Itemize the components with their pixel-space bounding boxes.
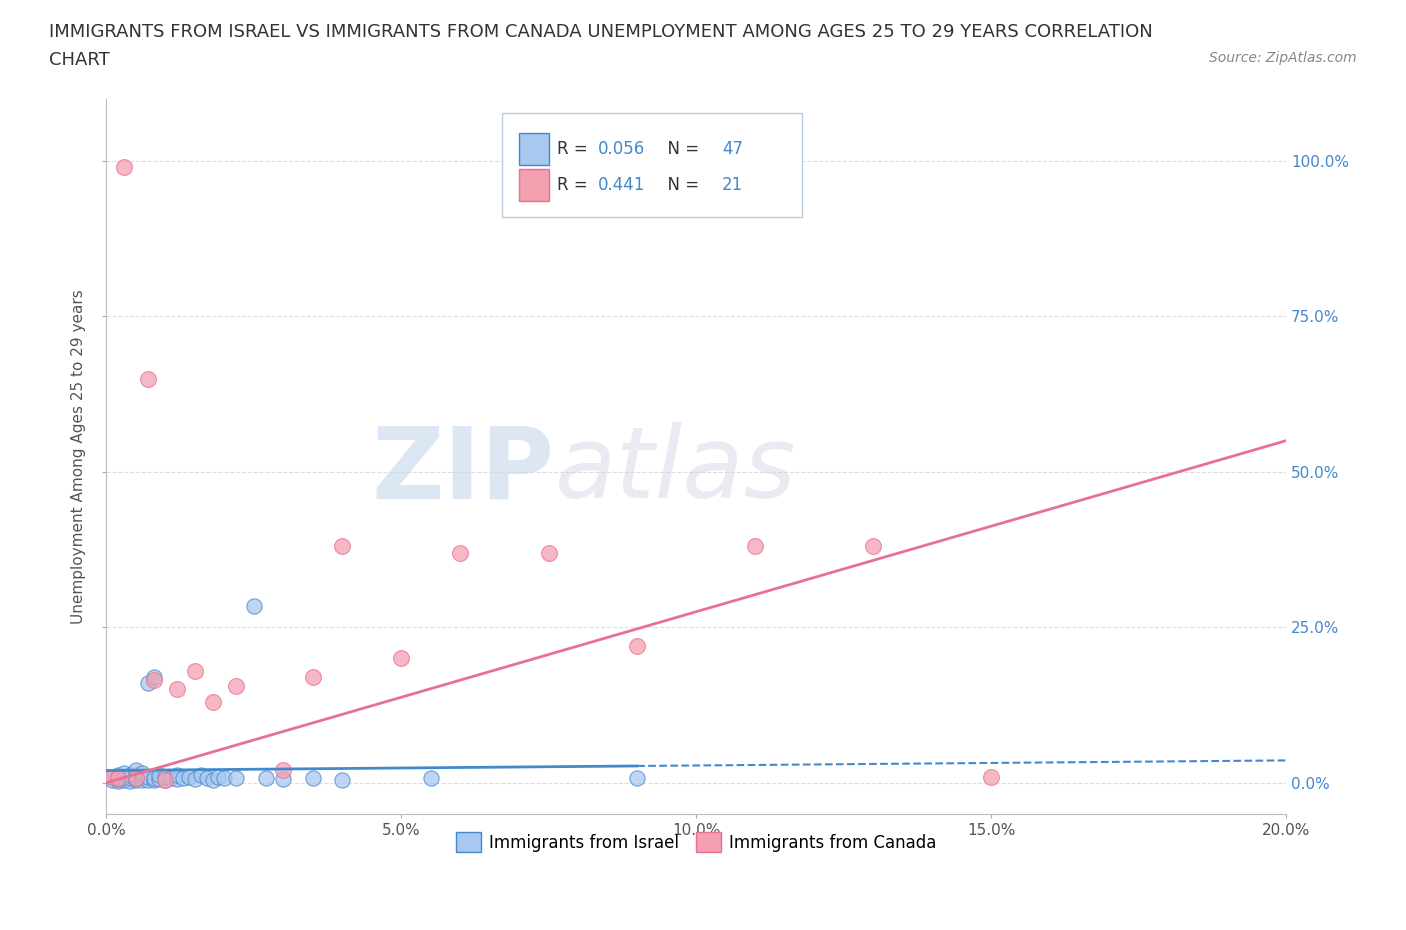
Legend: Immigrants from Israel, Immigrants from Canada: Immigrants from Israel, Immigrants from … <box>449 826 943 859</box>
Point <box>254 770 277 785</box>
Point <box>155 772 177 787</box>
Point <box>131 770 153 785</box>
Point <box>112 773 135 788</box>
Point <box>107 774 129 789</box>
Point <box>142 670 165 684</box>
Point <box>148 772 170 787</box>
Point <box>125 772 148 787</box>
Point <box>184 663 207 678</box>
Point <box>166 768 188 783</box>
Text: atlas: atlas <box>554 422 796 519</box>
Point <box>125 770 148 785</box>
Point <box>125 770 148 785</box>
Point <box>131 773 153 788</box>
Point <box>330 772 353 787</box>
Point <box>862 539 884 554</box>
Point <box>301 670 323 684</box>
Point <box>136 676 159 691</box>
Point <box>419 770 441 785</box>
Point <box>101 769 124 784</box>
Point <box>195 770 218 785</box>
Point <box>107 772 129 787</box>
Point <box>112 770 135 785</box>
Point <box>537 545 560 560</box>
Point <box>136 769 159 784</box>
Text: R =: R = <box>557 176 593 194</box>
Point <box>155 769 177 784</box>
Point <box>160 771 183 786</box>
Point <box>301 770 323 785</box>
Point <box>330 539 353 554</box>
FancyBboxPatch shape <box>502 113 803 217</box>
Point <box>136 371 159 386</box>
Point <box>166 772 188 787</box>
Point <box>201 772 224 787</box>
Text: 0.441: 0.441 <box>599 176 645 194</box>
Point <box>626 639 648 654</box>
Point <box>125 768 148 783</box>
Text: 21: 21 <box>723 176 744 194</box>
Point <box>166 682 188 697</box>
Point <box>225 770 247 785</box>
Point <box>214 771 236 786</box>
Point <box>190 768 212 783</box>
Point <box>201 695 224 710</box>
Text: N =: N = <box>657 176 704 194</box>
Text: R =: R = <box>557 140 593 158</box>
Point <box>744 539 766 554</box>
Text: 47: 47 <box>723 140 744 158</box>
Point <box>980 769 1002 784</box>
Point <box>142 773 165 788</box>
Point <box>243 598 266 613</box>
Point <box>177 769 200 784</box>
Point <box>125 763 148 777</box>
Text: ZIP: ZIP <box>371 422 554 519</box>
Point <box>136 772 159 787</box>
Point <box>142 672 165 687</box>
Point <box>101 772 124 787</box>
Bar <box>519 133 548 166</box>
Point <box>131 766 153 781</box>
Y-axis label: Unemployment Among Ages 25 to 29 years: Unemployment Among Ages 25 to 29 years <box>72 289 86 624</box>
Point <box>107 768 129 783</box>
Point <box>225 679 247 694</box>
Bar <box>519 168 548 201</box>
Point <box>449 545 471 560</box>
Point <box>207 769 229 784</box>
Point <box>118 771 141 786</box>
Text: Source: ZipAtlas.com: Source: ZipAtlas.com <box>1209 51 1357 65</box>
Text: N =: N = <box>657 140 704 158</box>
Point <box>112 766 135 781</box>
Point <box>155 772 177 787</box>
Point <box>101 769 124 784</box>
Point <box>107 770 129 785</box>
Point <box>142 770 165 785</box>
Text: CHART: CHART <box>49 51 110 69</box>
Point <box>148 768 170 783</box>
Point <box>273 772 295 787</box>
Point <box>118 774 141 789</box>
Point <box>184 772 207 787</box>
Point <box>172 770 194 785</box>
Point <box>389 651 412 666</box>
Point <box>273 763 295 777</box>
Point <box>112 160 135 175</box>
Point <box>118 767 141 782</box>
Point <box>626 771 648 786</box>
Text: 0.056: 0.056 <box>599 140 645 158</box>
Text: IMMIGRANTS FROM ISRAEL VS IMMIGRANTS FROM CANADA UNEMPLOYMENT AMONG AGES 25 TO 2: IMMIGRANTS FROM ISRAEL VS IMMIGRANTS FRO… <box>49 23 1153 41</box>
